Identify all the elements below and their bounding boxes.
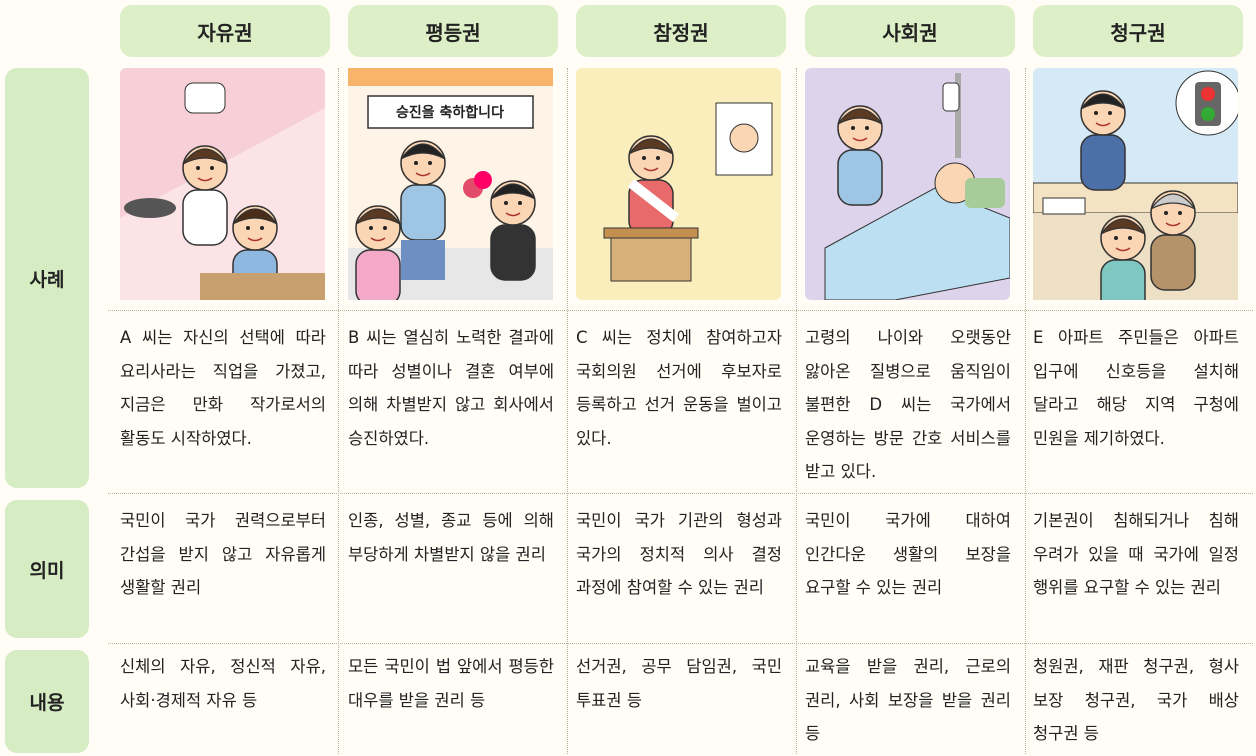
- column-divider: [796, 68, 797, 754]
- sign-text: 승진을 축하합니다: [396, 104, 504, 121]
- row-label: 의미: [5, 500, 89, 638]
- column-divider: [567, 68, 568, 754]
- cell-text: 고령의 나이와 오랫동안 앓아온 질병으로 움직임이 불편한 D 씨는 국가에서…: [805, 328, 1011, 481]
- cell-text: 선거권, 공무 담임권, 국민 투표권 등: [576, 657, 782, 710]
- column-header: 사회권: [805, 5, 1015, 57]
- cell-text: A 씨는 자신의 선택에 따라 요리사라는 직업을 가졌고, 지금은 만화 작가…: [120, 328, 326, 448]
- column-header: 참정권: [576, 5, 786, 57]
- cell-text: 청원권, 재판 청구권, 형사 보장 청구권, 국가 배상 청구권 등: [1033, 657, 1239, 743]
- column-header: 자유권: [120, 5, 330, 57]
- illustration: 승진을 축하합니다: [348, 68, 553, 300]
- row-divider: [108, 493, 1253, 494]
- row-divider: [108, 310, 1253, 311]
- cell-text: B 씨는 열심히 노력한 결과에 따라 성별이나 결혼 여부에 의해 차별받지 …: [348, 328, 554, 448]
- cell-text: 기본권이 침해되거나 침해 우려가 있을 때 국가에 일정 행위를 요구할 수 …: [1033, 511, 1239, 597]
- column-header: 청구권: [1033, 5, 1243, 57]
- cell-text: 국민이 국가 기관의 형성과 국가의 정치적 의사 결정 과정에 참여할 수 있…: [576, 511, 782, 597]
- cell-text: 국민이 국가 권력으로부터 간섭을 받지 않고 자유롭게 생활할 권리: [120, 511, 326, 597]
- column-header: 평등권: [348, 5, 558, 57]
- illustration: [120, 68, 325, 300]
- illustration: [805, 68, 1010, 300]
- column-divider: [1025, 68, 1026, 754]
- cell-text: 교육을 받을 권리, 근로의 권리, 사회 보장을 받을 권리 등: [805, 657, 1011, 743]
- cell-text: E 아파트 주민들은 아파트 입구에 신호등을 설치해 달라고 해당 지역 구청…: [1033, 328, 1239, 448]
- row-divider: [108, 643, 1253, 644]
- cell-text: 모든 국민이 법 앞에서 평등한 대우를 받을 권리 등: [348, 657, 554, 710]
- cell-text: 신체의 자유, 정신적 자유, 사회·경제적 자유 등: [120, 657, 326, 710]
- illustration: [1033, 68, 1238, 300]
- row-label: 사례: [5, 68, 89, 488]
- cell-text: 인종, 성별, 종교 등에 의해 부당하게 차별받지 않을 권리: [348, 511, 554, 564]
- cell-text: 국민이 국가에 대하여 인간다운 생활의 보장을 요구할 수 있는 권리: [805, 511, 1011, 597]
- illustration: [576, 68, 781, 300]
- column-divider: [338, 68, 339, 754]
- cell-text: C 씨는 정치에 참여하고자 국회의원 선거에 후보자로 등록하고 선거 운동을…: [576, 328, 782, 448]
- row-label: 내용: [5, 650, 89, 753]
